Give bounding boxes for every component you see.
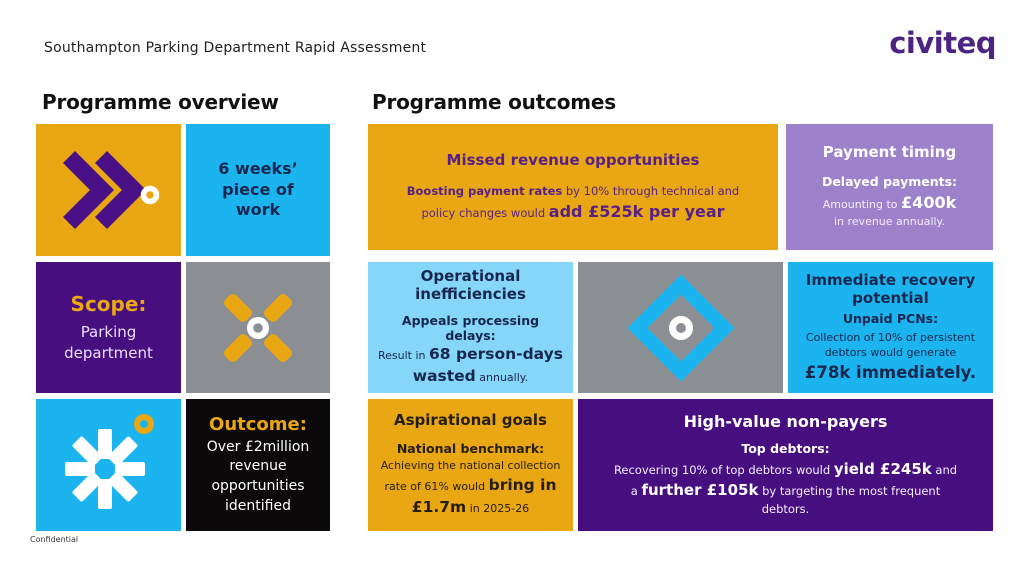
high-value-tile: High-value non-payers Top debtors: Recov…	[578, 399, 993, 531]
outcome-body: Over £2million revenue opportunities ide…	[206, 438, 310, 514]
operational-body: Result in 68 person-days wasted annually…	[378, 345, 563, 385]
scope-tile: Scope: Parking department	[36, 262, 181, 393]
duration-text: 6 weeks’ piece of work	[218, 158, 298, 220]
operational-subtitle: Appeals processing delays:	[401, 313, 540, 344]
asterisk-icon	[64, 414, 154, 509]
diamond-tile	[578, 262, 783, 393]
double-chevron-right-icon	[62, 150, 159, 230]
payment-timing-tile: Payment timing Delayed payments: Amounti…	[786, 124, 993, 250]
slide-title: Southampton Parking Department Rapid Ass…	[44, 40, 427, 56]
missed-revenue-tile: Missed revenue opportunities Boosting pa…	[368, 124, 778, 250]
scope-body: Parking department	[64, 323, 153, 362]
aspirational-body: Achieving the national collection rate o…	[380, 459, 561, 517]
outcome-label: Outcome:	[209, 413, 307, 435]
immediate-recovery-subtitle: Unpaid PCNs:	[842, 311, 939, 327]
aspirational-subtitle: National benchmark:	[396, 441, 545, 457]
aspirational-tile: Aspirational goals National benchmark: A…	[368, 399, 573, 531]
missed-revenue-body: Boosting payment rates by 10% through te…	[406, 184, 740, 221]
x-cross-icon	[224, 293, 292, 362]
outcome-tile: Outcome: Over £2million revenue opportun…	[186, 399, 330, 531]
payment-timing-title: Payment timing	[822, 143, 957, 162]
asterisk-tile	[36, 399, 181, 531]
duration-tile: 6 weeks’ piece of work	[186, 124, 330, 256]
cross-tile	[186, 262, 330, 393]
operational-title: Operational inefficiencies	[415, 267, 526, 304]
operational-tile: Operational inefficiencies Appeals proce…	[368, 262, 573, 393]
outcomes-heading: Programme outcomes	[372, 90, 616, 114]
high-value-subtitle: Top debtors:	[741, 441, 830, 457]
chevron-tile	[36, 124, 181, 256]
immediate-recovery-body: Collection of 10% of persistent debtors …	[804, 331, 977, 382]
aspirational-title: Aspirational goals	[394, 411, 547, 430]
diamond-target-icon	[626, 273, 735, 382]
payment-timing-body: Amounting to £400k in revenue annually.	[822, 192, 957, 228]
scope-label: Scope:	[70, 292, 147, 317]
high-value-title: High-value non-payers	[683, 411, 888, 431]
missed-revenue-title: Missed revenue opportunities	[446, 151, 700, 170]
high-value-body: Recovering 10% of top debtors would yiel…	[613, 460, 958, 517]
immediate-recovery-tile: Immediate recovery potential Unpaid PCNs…	[788, 262, 993, 393]
overview-heading: Programme overview	[42, 90, 279, 114]
civiteq-logo: civiteq	[889, 26, 996, 60]
confidential-label: Confidential	[30, 535, 79, 544]
immediate-recovery-title: Immediate recovery potential	[805, 271, 976, 308]
payment-timing-subtitle: Delayed payments:	[821, 173, 958, 189]
